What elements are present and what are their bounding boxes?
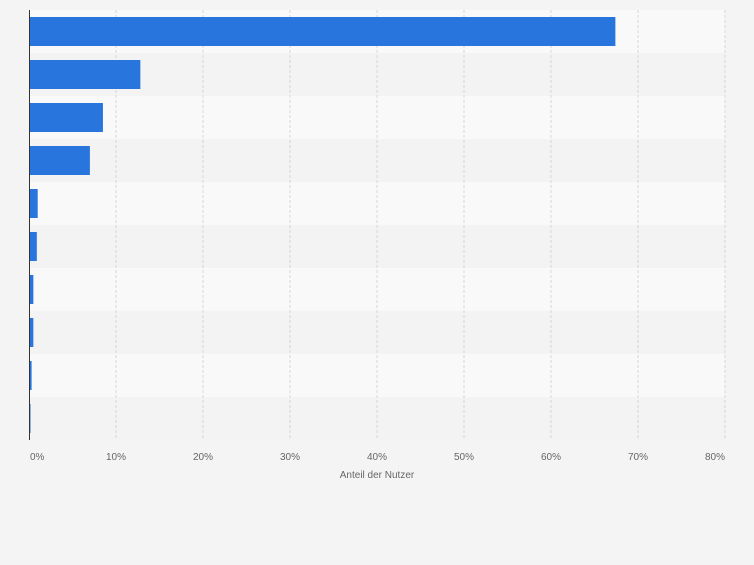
bar[interactable] xyxy=(29,146,90,175)
row-band xyxy=(29,268,725,311)
row-band xyxy=(29,182,725,225)
bar[interactable] xyxy=(29,103,103,132)
row-band xyxy=(29,397,725,440)
x-axis-title: Anteil der Nutzer xyxy=(340,470,415,481)
x-tick-label: 80% xyxy=(705,452,725,463)
x-tick-label: 50% xyxy=(454,452,474,463)
x-tick-label: 20% xyxy=(193,452,213,463)
x-tick-label: 40% xyxy=(367,452,387,463)
x-tick-label: 60% xyxy=(541,452,561,463)
bar[interactable] xyxy=(29,361,32,390)
bar[interactable] xyxy=(29,60,141,89)
bar[interactable] xyxy=(29,17,616,46)
bar[interactable] xyxy=(29,275,34,304)
x-tick-label: 0% xyxy=(30,452,45,463)
x-tick-label: 10% xyxy=(106,452,126,463)
bar[interactable] xyxy=(29,232,37,261)
bars xyxy=(29,17,616,433)
x-tick-labels: 0% 10% 20% 30% 40% 50% 60% 70% 80% xyxy=(30,452,725,463)
bar[interactable] xyxy=(29,318,34,347)
x-tick-label: 30% xyxy=(280,452,300,463)
x-tick-label: 70% xyxy=(628,452,648,463)
bar[interactable] xyxy=(29,189,38,218)
